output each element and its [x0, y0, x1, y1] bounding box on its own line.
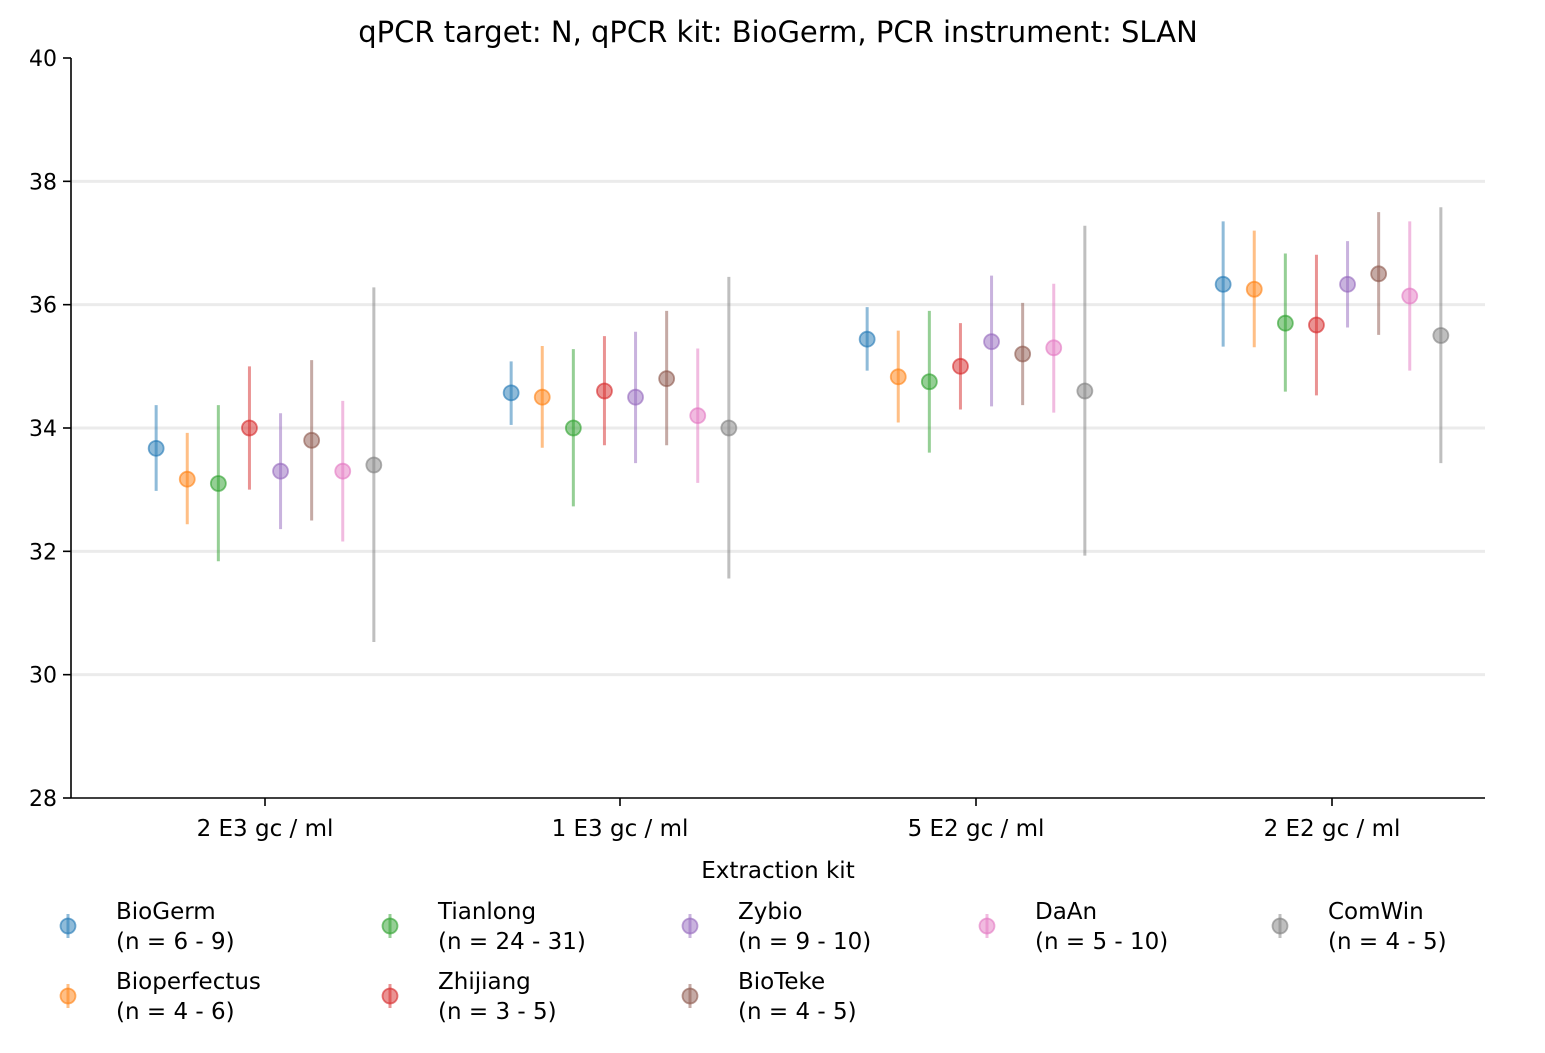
y-tick-label: 38 — [29, 170, 57, 195]
data-point — [178, 470, 196, 488]
legend-label: BioGerm — [116, 899, 216, 925]
legend-label: ComWin — [1328, 899, 1424, 925]
legend-count: (n = 4 - 5) — [738, 999, 857, 1025]
data-marks — [147, 207, 1450, 642]
data-point — [1245, 280, 1263, 298]
legend-marker — [381, 917, 399, 935]
legend-item: Zybio (n = 9 - 10) — [681, 899, 871, 955]
data-point — [147, 439, 165, 457]
data-point — [502, 384, 520, 402]
legend-label: DaAn — [1035, 899, 1097, 925]
legend-item: Tianlong (n = 24 - 31) — [381, 899, 586, 955]
legend-item: DaAn (n = 5 - 10) — [978, 899, 1168, 955]
x-tick-label: 5 E2 gc / ml — [908, 816, 1045, 842]
legend-marker — [681, 917, 699, 935]
legend-count: (n = 5 - 10) — [1035, 929, 1168, 955]
data-point — [658, 370, 676, 388]
legend-marker — [681, 987, 699, 1005]
data-point — [689, 407, 707, 425]
legend: BioGerm (n = 6 - 9) Bioperfectus (n = 4 - 6… — [59, 899, 1447, 1025]
data-point — [303, 431, 321, 449]
x-axis-label: Extraction kit — [701, 858, 854, 884]
legend-label: Zybio — [738, 899, 802, 925]
legend-item: Bioperfectus (n = 4 - 6) — [59, 969, 261, 1025]
legend-label: Zhijiang — [438, 969, 531, 995]
legend-item: BioTeke (n = 4 - 5) — [681, 969, 857, 1025]
data-point — [564, 419, 582, 437]
data-point — [1014, 345, 1032, 363]
legend-marker — [59, 987, 77, 1005]
data-point — [920, 373, 938, 391]
y-tick-label: 32 — [29, 540, 57, 565]
y-tick-label: 34 — [29, 417, 57, 442]
data-point — [952, 357, 969, 375]
legend-count: (n = 4 - 5) — [1328, 929, 1447, 955]
data-point — [1401, 287, 1419, 305]
y-tick-label: 36 — [29, 294, 57, 319]
data-point — [1308, 316, 1325, 334]
data-point — [1214, 275, 1232, 293]
legend-label: BioTeke — [738, 969, 825, 995]
data-point — [334, 462, 352, 480]
data-point — [1276, 314, 1294, 332]
data-point — [209, 475, 227, 492]
data-point — [365, 456, 383, 474]
legend-label: Tianlong — [437, 899, 536, 925]
legend-marker — [1271, 917, 1289, 935]
grid — [71, 179, 1485, 677]
data-point — [720, 419, 738, 437]
legend-count: (n = 4 - 6) — [116, 999, 235, 1025]
data-point — [1432, 327, 1450, 344]
legend-count: (n = 24 - 31) — [438, 929, 586, 955]
y-tick-label: 28 — [29, 787, 57, 812]
data-point — [596, 382, 613, 400]
y-ticks: 28 30 32 34 36 38 40 — [29, 47, 71, 812]
legend-item: BioGerm (n = 6 - 9) — [59, 899, 235, 955]
y-tick-label: 30 — [29, 664, 57, 689]
data-point — [983, 333, 1000, 351]
legend-label: Bioperfectus — [116, 969, 261, 995]
data-point — [627, 388, 644, 406]
legend-item: Zhijiang (n = 3 - 5) — [381, 969, 557, 1025]
legend-count: (n = 3 - 5) — [438, 999, 557, 1025]
x-tick-label: 1 E3 gc / ml — [552, 816, 689, 842]
x-ticks: 2 E3 gc / ml 1 E3 gc / ml 5 E2 gc / ml 2 E2… — [197, 798, 1401, 842]
legend-marker — [978, 917, 996, 935]
legend-count: (n = 9 - 10) — [738, 929, 871, 955]
data-point — [272, 462, 289, 480]
y-tick-label: 40 — [29, 47, 57, 72]
x-tick-label: 2 E2 gc / ml — [1264, 816, 1401, 842]
legend-item: ComWin (n = 4 - 5) — [1271, 899, 1447, 955]
data-point — [1339, 275, 1356, 293]
data-point — [1045, 339, 1063, 357]
data-point — [889, 368, 907, 386]
data-point — [533, 388, 551, 406]
legend-marker — [59, 917, 77, 935]
x-tick-label: 2 E3 gc / ml — [197, 816, 334, 842]
data-point — [858, 330, 876, 348]
legend-count: (n = 6 - 9) — [116, 929, 235, 955]
data-point — [1076, 382, 1094, 400]
legend-marker — [381, 987, 399, 1005]
chart-title: qPCR target: N, qPCR kit: BioGerm, PCR i… — [358, 15, 1198, 49]
data-point — [241, 419, 258, 437]
data-point — [1370, 265, 1388, 283]
